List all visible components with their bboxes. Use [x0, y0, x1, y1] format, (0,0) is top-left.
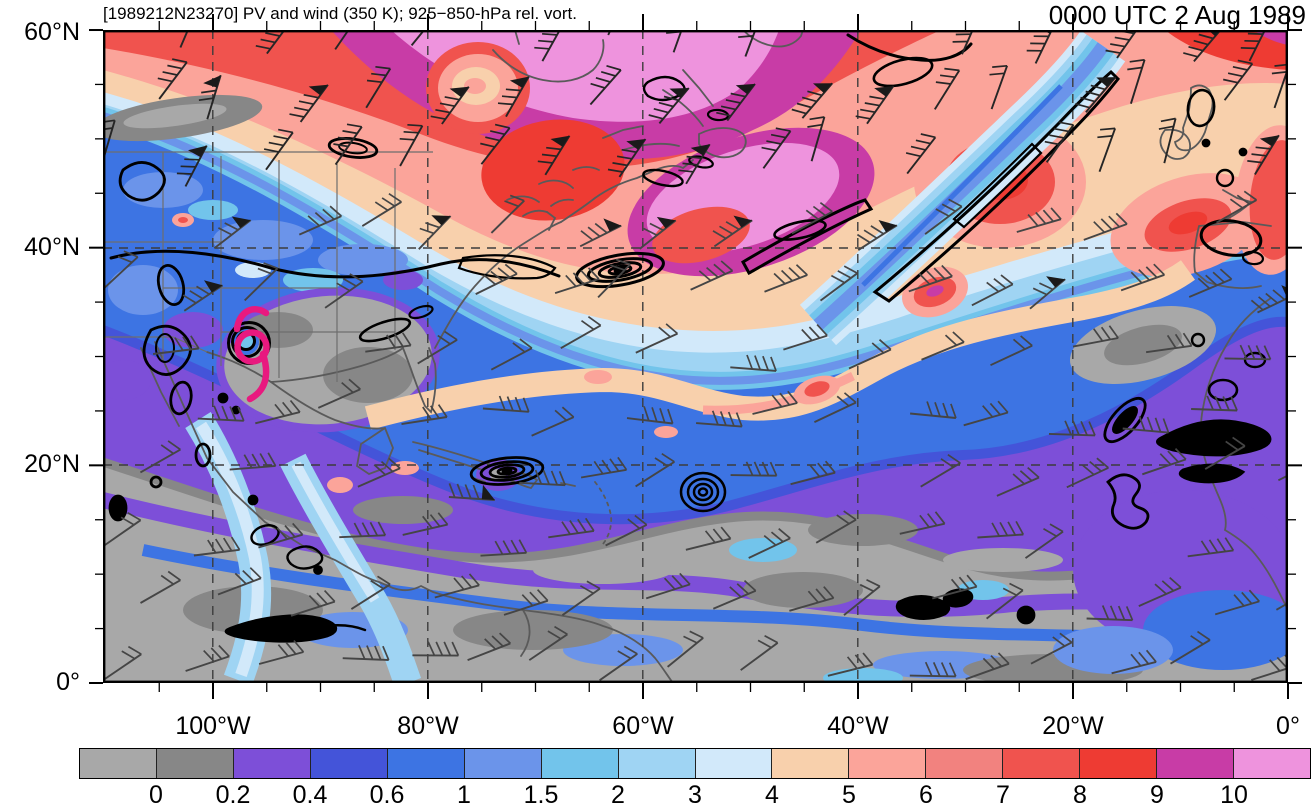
- colorbar-segment: [80, 749, 157, 778]
- colorbar-segment: [1003, 749, 1081, 778]
- colorbar-tick-label: 6: [919, 781, 933, 809]
- colorbar-segment: [464, 749, 542, 778]
- graticule: [103, 30, 1288, 683]
- pv-map-canvas: [103, 30, 1288, 683]
- colorbar-tick-label: 5: [842, 781, 856, 809]
- lon-tick-label: 20°W: [1042, 712, 1104, 740]
- colorbar-tick-label: 8: [1073, 781, 1087, 809]
- lon-tick-label: 40°W: [827, 712, 889, 740]
- colorbar-segment: [1234, 749, 1310, 778]
- colorbar-tick-label: 1.5: [523, 781, 559, 809]
- lon-tick-label: 80°W: [397, 712, 459, 740]
- colorbar-segment: [772, 749, 850, 778]
- colorbar-segment: [310, 749, 388, 778]
- colorbar: [79, 748, 1311, 779]
- colorbar-tick-label: 10: [1220, 781, 1248, 809]
- figure-title: [1989212N23270] PV and wind (350 K); 925…: [103, 4, 577, 23]
- colorbar-segment: [156, 749, 234, 778]
- colorbar-tick-label: 9: [1150, 781, 1164, 809]
- lon-tick-label: 60°W: [612, 712, 674, 740]
- colorbar-segment: [926, 749, 1004, 778]
- colorbar-tick-label: 4: [765, 781, 779, 809]
- lat-tick-label: 0°: [56, 668, 80, 696]
- colorbar-tick-label: 0.6: [369, 781, 405, 809]
- colorbar-segment: [1080, 749, 1158, 778]
- tropical-cyclone-symbol: [233, 306, 270, 403]
- colorbar-segment: [541, 749, 619, 778]
- colorbar-segment: [387, 749, 465, 778]
- lat-tick-label: 60°N: [24, 18, 80, 46]
- colorbar-tick-label: 2: [611, 781, 625, 809]
- lon-tick-label: 100°W: [175, 712, 251, 740]
- colorbar-segment: [695, 749, 773, 778]
- colorbar-segment: [849, 749, 927, 778]
- map-panel: [103, 30, 1288, 683]
- colorbar-segment: [233, 749, 311, 778]
- lat-tick-label: 20°N: [24, 450, 80, 479]
- colorbar-tick-label: 7: [996, 781, 1010, 809]
- lat-tick-label: 40°N: [24, 232, 80, 261]
- colorbar-tick-label: 0.4: [292, 781, 328, 809]
- vorticity-contours: [108, 33, 1272, 643]
- coastlines: [140, 30, 1288, 683]
- colorbar-tick-label: 0.2: [215, 781, 251, 809]
- colorbar-segment: [1157, 749, 1235, 778]
- valid-datetime: 0000 UTC 2 Aug 1989: [1048, 0, 1306, 30]
- colorbar-tick-label: 0: [149, 781, 163, 809]
- wind-barbs: [103, 30, 1288, 682]
- colorbar-tick-label: 3: [688, 781, 702, 809]
- lon-tick-label: 0°: [1276, 712, 1300, 740]
- colorbar-segment: [618, 749, 696, 778]
- colorbar-tick-label: 1: [457, 781, 471, 809]
